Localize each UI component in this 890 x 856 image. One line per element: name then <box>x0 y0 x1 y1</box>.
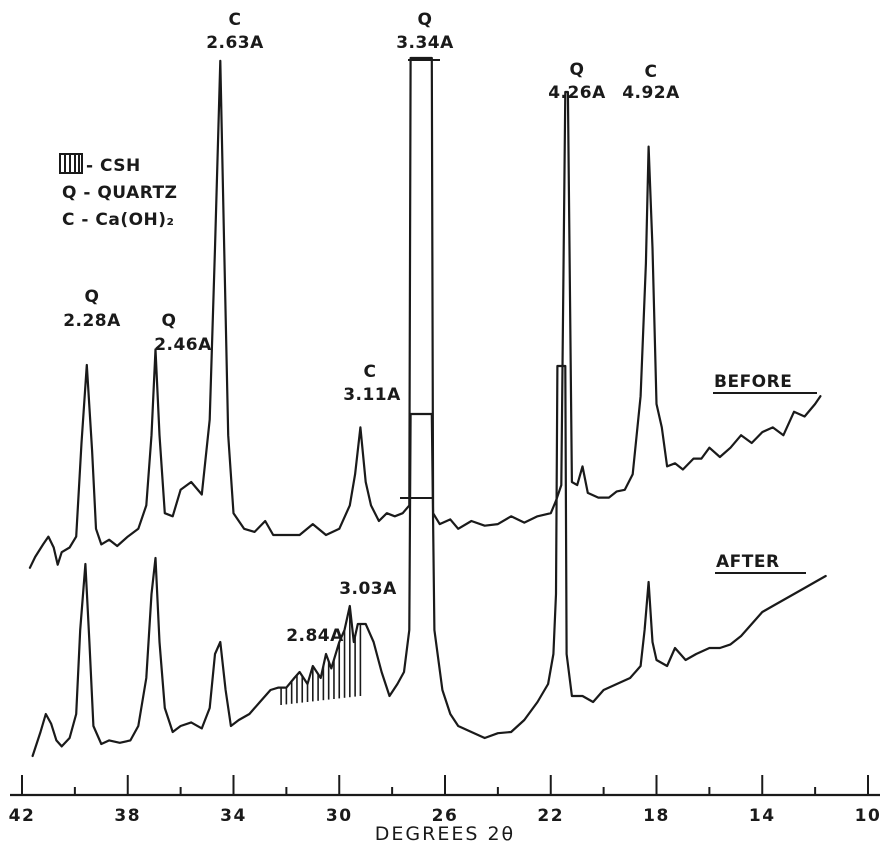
x-tick-label: 38 <box>114 806 141 826</box>
peak-letter-q-334: Q <box>418 10 433 30</box>
x-axis: 42 38 34 30 26 22 18 14 10 <box>9 775 882 826</box>
legend-caoh2-label: C - Ca(OH)₂ <box>62 210 174 230</box>
peak-d-334: 3.34A <box>396 33 454 53</box>
series-label-after: AFTER <box>716 552 780 572</box>
x-tick-label: 10 <box>855 806 882 826</box>
series-label-before: BEFORE <box>714 372 792 392</box>
peak-d-303: 3.03A <box>339 579 397 599</box>
peak-letter-c-311: C <box>364 362 377 382</box>
x-tick-label: 22 <box>537 806 564 826</box>
peak-d-284: 2.84A <box>286 626 344 646</box>
legend: - CSH Q - QUARTZ C - Ca(OH)₂ <box>59 153 177 230</box>
peak-d-426: 4.26A <box>548 83 606 103</box>
peak-d-263: 2.63A <box>206 33 264 53</box>
peak-letter-q-426: Q <box>570 60 585 80</box>
csh-hatch-marks <box>280 606 362 705</box>
legend-quartz-label: Q - QUARTZ <box>62 183 177 203</box>
peak-d-492: 4.92A <box>622 83 680 103</box>
peak-d-246: 2.46A <box>154 335 212 355</box>
peak-d-228: 2.28A <box>63 311 121 331</box>
x-tick-label: 26 <box>432 806 459 826</box>
trace-before <box>28 56 822 569</box>
peak-annotations: C 2.63A Q 3.34A Q 4.26A C 4.92A Q 2.28A … <box>63 10 680 646</box>
peak-d-311: 3.11A <box>343 385 401 405</box>
peak-letter-c-263: C <box>229 10 242 30</box>
x-tick-label: 42 <box>9 806 36 826</box>
x-tick-label: 14 <box>749 806 776 826</box>
x-axis-title: DEGREES 2θ <box>375 823 515 845</box>
legend-csh-label: - CSH <box>86 156 141 176</box>
legend-csh-swatch <box>59 153 83 174</box>
x-tick-label: 30 <box>326 806 353 826</box>
truncated-peak-caps <box>400 59 440 499</box>
peak-letter-q-246: Q <box>162 311 177 331</box>
x-tick-label: 34 <box>220 806 247 826</box>
trace-after <box>31 364 827 758</box>
peak-letter-q-228: Q <box>85 287 100 307</box>
peak-letter-c-492: C <box>645 62 658 82</box>
x-tick-label: 18 <box>643 806 670 826</box>
